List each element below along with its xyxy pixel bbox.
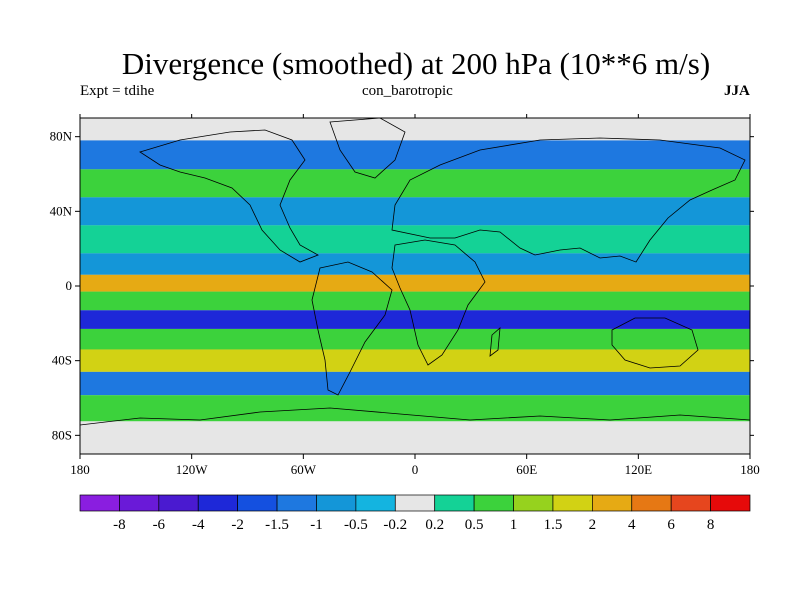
colorbar-swatch <box>592 494 633 512</box>
longitude-axis: 180 120W 60W 0 60E 120E 180 <box>70 114 760 477</box>
map-title: Divergence (smoothed) at 200 hPa (10**6 … <box>121 46 711 81</box>
field-band <box>80 118 750 141</box>
colorbar-label: -1 <box>310 517 323 533</box>
coastline-australia <box>611 317 699 369</box>
colorbar-swatch <box>394 494 436 512</box>
colorbar-label: 8 <box>707 517 715 533</box>
colorbar-swatch <box>513 494 554 512</box>
colorbar-swatch <box>276 494 317 512</box>
experiment-label: Expt = tdihe <box>80 83 155 99</box>
colorbar-swatch <box>710 494 751 512</box>
field-band <box>80 169 750 198</box>
lon-tick-label: 120E <box>625 462 653 477</box>
colorbar-label: -2 <box>231 517 244 533</box>
colorbar-label: 1.5 <box>544 517 563 533</box>
latitude-axis: 80N 40N 0 40S 80S <box>50 129 754 442</box>
field-band <box>80 421 750 454</box>
colorbar-swatch <box>473 494 514 512</box>
colorbar-swatch <box>434 494 475 512</box>
divergence-field <box>80 118 750 454</box>
lon-tick-label: 180 <box>740 462 760 477</box>
lat-tick-label: 40N <box>50 203 73 218</box>
colorbar-swatch <box>316 494 357 512</box>
case-label: con_barotropic <box>362 83 453 99</box>
coastline-madagascar <box>489 327 501 357</box>
colorbar: -8 -6 -4 -2 -1.5 -1 -0.5 -0.2 0.2 0.5 1 1.5 2 4 6 8 <box>79 494 751 533</box>
coastline-south-america <box>311 261 393 396</box>
season-label: JJA <box>724 83 750 99</box>
coastline-antarctica <box>80 407 750 426</box>
colorbar-swatch <box>631 494 672 512</box>
colorbar-label: -4 <box>192 517 205 533</box>
colorbar-label: -8 <box>113 517 126 533</box>
field-band <box>80 371 750 396</box>
colorbar-label: -1.5 <box>265 517 289 533</box>
field-band <box>80 140 750 170</box>
field-band <box>80 225 750 254</box>
colorbar-swatch <box>119 494 160 512</box>
lat-tick-label: 80S <box>52 427 72 442</box>
lon-tick-label: 60E <box>516 462 537 477</box>
lon-tick-label: 60W <box>291 462 317 477</box>
colorbar-label: 0.5 <box>465 517 484 533</box>
field-band <box>80 310 750 329</box>
colorbar-swatch <box>355 494 396 512</box>
colorbar-label: 4 <box>628 517 636 533</box>
field-band <box>80 349 750 372</box>
colorbar-label: 6 <box>667 517 675 533</box>
coastlines <box>80 118 750 426</box>
lon-tick-label: 180 <box>70 462 90 477</box>
lat-tick-label: 0 <box>66 278 73 293</box>
field-band <box>80 291 750 311</box>
lon-tick-label: 120W <box>176 462 209 477</box>
coastline-africa <box>391 239 486 366</box>
colorbar-swatch <box>197 494 238 512</box>
colorbar-label: -6 <box>153 517 166 533</box>
colorbar-label: 1 <box>510 517 518 533</box>
colorbar-swatch <box>670 494 711 512</box>
field-band <box>80 197 750 226</box>
field-band <box>80 395 750 422</box>
colorbar-swatch <box>552 494 593 512</box>
colorbar-label: 2 <box>589 517 597 533</box>
colorbar-label: -0.5 <box>344 517 368 533</box>
colorbar-swatch <box>79 494 120 512</box>
lon-tick-label: 0 <box>412 462 419 477</box>
field-band <box>80 253 750 275</box>
field-band <box>80 274 750 292</box>
field-band <box>80 328 750 350</box>
colorbar-swatch <box>237 494 278 512</box>
coastline-north-america <box>139 129 319 263</box>
coastline-europe-asia <box>391 137 746 263</box>
lat-tick-label: 40S <box>52 353 72 368</box>
colorbar-label: -0.2 <box>383 517 407 533</box>
lat-tick-label: 80N <box>50 129 73 144</box>
coastline-greenland <box>329 118 406 179</box>
colorbar-label: 0.2 <box>425 517 444 533</box>
colorbar-swatch <box>158 494 199 512</box>
